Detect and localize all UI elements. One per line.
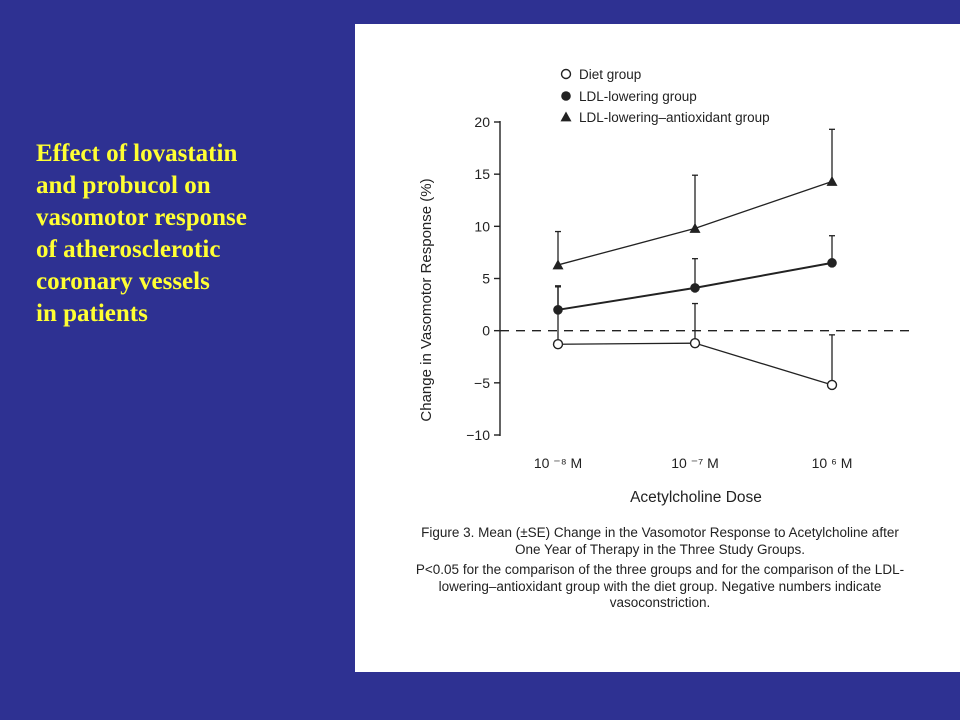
slide-title: Effect of lovastatin and probucol on vas… <box>36 138 336 330</box>
y-tick-label: −5 <box>474 375 490 391</box>
series-1 <box>553 235 837 315</box>
y-tick-label: 20 <box>474 114 490 130</box>
series-2 <box>552 128 838 270</box>
title-line: Effect of lovastatin <box>36 140 238 167</box>
data-point-triangle <box>689 222 701 233</box>
data-point-open-circle <box>552 339 564 350</box>
legend-label: LDL-lowering–antioxidant group <box>579 110 770 125</box>
y-tick-label: 0 <box>482 323 490 339</box>
data-point-triangle <box>560 111 572 122</box>
data-point-filled-circle <box>561 91 571 101</box>
title-line: coronary vessels <box>36 268 210 295</box>
data-point-filled-circle <box>827 258 837 268</box>
y-tick-label: 5 <box>482 271 490 287</box>
data-point-triangle <box>826 175 838 186</box>
data-point-open-circle <box>826 379 838 391</box>
caption-figure-text: Figure 3. Mean (±SE) Change in the Vasom… <box>421 525 899 557</box>
data-point-open-circle <box>689 337 701 349</box>
x-tick-label: 10 ⁻⁷ M <box>671 455 718 471</box>
title-line: vasomotor response <box>36 204 247 231</box>
data-point-open-circle <box>560 68 572 80</box>
title-line: of atherosclerotic <box>36 236 221 263</box>
y-tick-label: 10 <box>474 218 490 234</box>
legend-label: Diet group <box>579 67 641 82</box>
data-point-filled-circle <box>690 283 700 293</box>
data-point-filled-circle <box>553 305 563 315</box>
title-line: in patients <box>36 300 148 327</box>
vasomotor-chart: 20 15 10 5 0 −5 −10 10 ⁻⁸ M 10 ⁻⁷ M 10 ⁶ M Diet g… <box>418 67 910 506</box>
data-point-triangle <box>552 259 564 270</box>
figure-panel: 20 15 10 5 0 −5 −10 10 ⁻⁸ M 10 ⁻⁷ M 10 ⁶ M Diet g… <box>355 24 960 672</box>
title-line: and probucol on <box>36 172 211 199</box>
x-tick-label: 10 ⁻⁸ M <box>534 455 582 471</box>
legend-label: LDL-lowering group <box>579 89 697 104</box>
y-axis-label: Change in Vasomotor Response (%) <box>418 178 435 421</box>
y-tick-label: 15 <box>474 166 490 182</box>
y-tick-label: −10 <box>466 427 490 443</box>
figure-caption: Figure 3. Mean (±SE) Change in the Vasom… <box>410 525 910 612</box>
caption-note: P<0.05 for the comparison of the three g… <box>415 562 905 610</box>
x-tick-label: 10 ⁶ M <box>812 455 853 471</box>
series-0 <box>552 286 838 391</box>
series-line <box>557 342 833 386</box>
x-axis-label: Acetylcholine Dose <box>630 489 762 506</box>
